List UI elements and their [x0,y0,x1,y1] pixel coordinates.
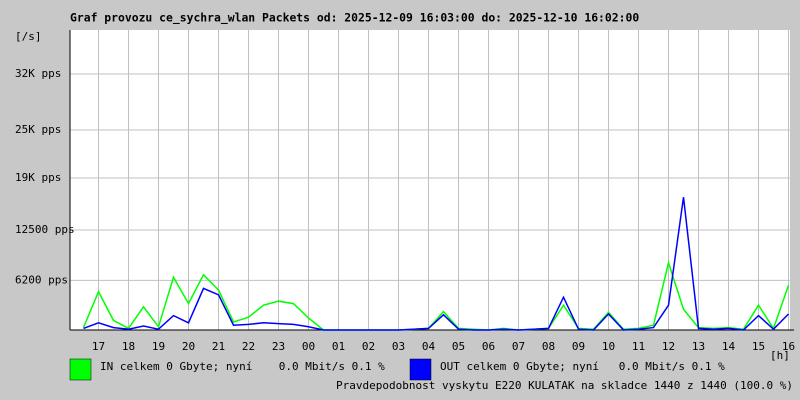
y-tick-label: 25K pps [15,123,61,136]
x-tick-label: 10 [602,340,615,353]
y-tick-label: 12500 pps [15,223,75,236]
x-tick-label: 22 [242,340,255,353]
x-tick-label: 23 [272,340,285,353]
legend-swatch [409,358,432,381]
chart-title: Graf provozu ce_sychra_wlan Packets od: … [70,11,639,26]
x-tick-label: 09 [572,340,585,353]
x-tick-label: 07 [512,340,525,353]
y-tick-label: 19K pps [15,171,61,184]
y-axis-label: [/s] [15,30,42,43]
x-tick-label: 12 [662,340,675,353]
x-tick-label: 17 [92,340,105,353]
x-tick-label: 13 [692,340,705,353]
x-tick-label: 06 [482,340,495,353]
y-tick-label: 32K pps [15,67,61,80]
annotation: Pravdepodobnost vyskytu E220 KULATAK na … [336,379,793,392]
x-tick-label: 16 [782,340,795,353]
x-tick-label: 18 [122,340,135,353]
x-tick-label: 14 [722,340,736,353]
x-tick-label: 15 [752,340,765,353]
legend-label: OUT celkem 0 Gbyte; nyní 0.0 Mbit/s 0.1 … [440,360,725,373]
legend-label: IN celkem 0 Gbyte; nyní 0.0 Mbit/s 0.1 % [100,360,385,373]
x-tick-label: 21 [212,340,225,353]
series-line [83,197,790,331]
x-tick-label: 20 [182,340,195,353]
x-tick-label: 02 [362,340,375,353]
x-tick-label: 05 [452,340,465,353]
x-tick-label: 08 [542,340,555,353]
x-tick-label: 03 [392,340,405,353]
series-line [82,260,790,331]
x-axis-label: [h] [770,349,790,362]
y-tick-label: 6200 pps [15,273,68,286]
x-tick-label: 11 [632,340,645,353]
x-tick-label: 00 [302,340,315,353]
legend-swatch [69,358,92,381]
x-tick-label: 19 [152,340,165,353]
x-tick-label: 04 [422,340,436,353]
x-tick-label: 01 [332,340,345,353]
